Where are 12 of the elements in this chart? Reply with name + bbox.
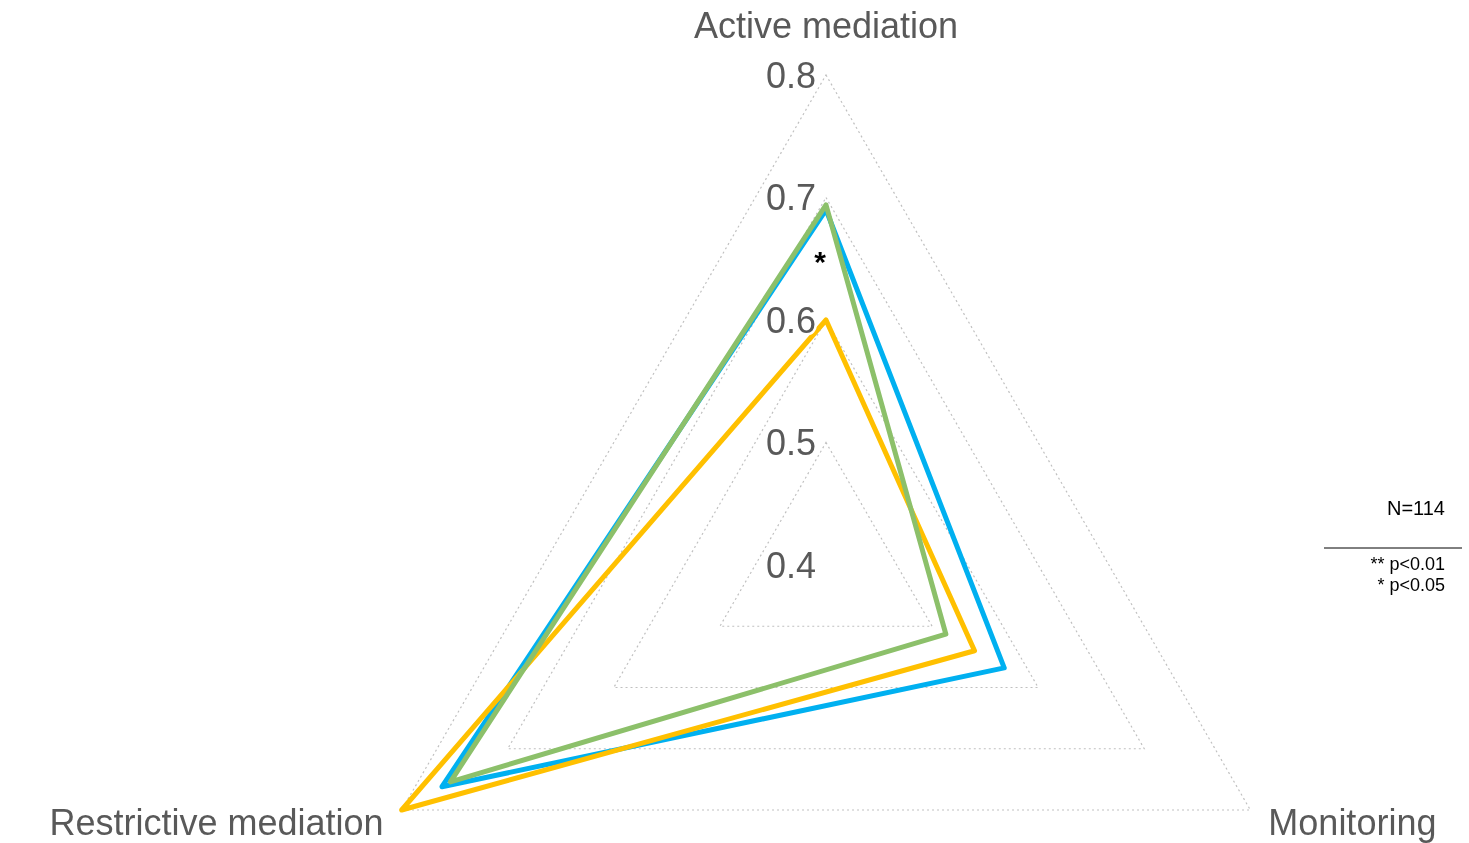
text: * p<0.05 <box>1377 575 1445 595</box>
spoke-label: Active mediation <box>693 4 959 46</box>
spoke-label: Monitoring <box>1268 801 1437 843</box>
y-tick-label: 0.4 <box>765 544 816 586</box>
text: N=114 <box>1386 497 1445 519</box>
spoke-label: Restrictive mediation <box>49 801 384 843</box>
text: ** p<0.01 <box>1370 554 1445 574</box>
y-tick-label: 0.7 <box>765 177 816 219</box>
y-tick-label: 0.6 <box>765 299 816 341</box>
text: * <box>814 245 826 279</box>
y-tick-label: 0.5 <box>765 422 816 464</box>
y-tick-label: 0.8 <box>765 54 816 96</box>
